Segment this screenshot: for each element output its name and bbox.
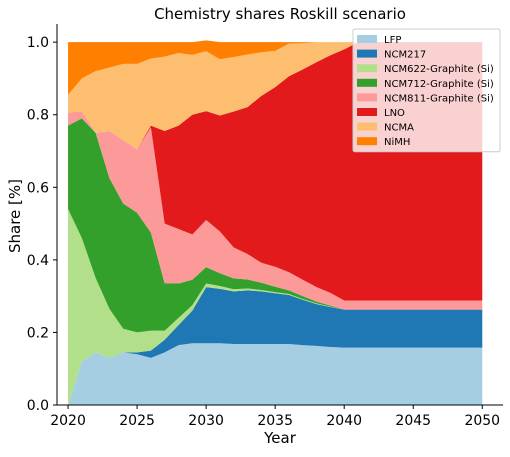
legend-swatch: [357, 35, 377, 43]
x-tick-label: 2030: [188, 413, 224, 429]
legend-swatch: [357, 78, 377, 87]
chart-title: Chemistry shares Roskill scenario: [154, 5, 406, 23]
x-ticks: 2020 2025 2030 2035 2040 2045 2050: [50, 405, 500, 429]
legend-label: NCM712-Graphite (Si): [384, 79, 494, 90]
axes: [56, 24, 503, 406]
area-series-ncm217: [68, 287, 483, 405]
area-series-nimh: [68, 40, 483, 95]
legend-swatch: [357, 49, 377, 58]
y-axis-label: Share [%]: [6, 179, 24, 253]
x-tick-label: 2025: [119, 413, 155, 429]
x-tick-label: 2035: [257, 413, 293, 429]
legend-label: NiMH: [384, 137, 410, 148]
y-tick-label: 0.4: [27, 253, 49, 269]
area-series-ncm712-graphite-si: [68, 118, 483, 333]
legend-swatch: [357, 137, 377, 146]
legend-label: NCM217: [384, 50, 426, 61]
legend-label: NCMA: [384, 123, 414, 134]
legend-swatch: [357, 108, 377, 116]
area-series-lfp: [68, 343, 483, 405]
legend-label: LFP: [384, 35, 401, 46]
y-tick-label: 0.0: [27, 398, 49, 414]
y-tick-label: 1.0: [27, 35, 49, 51]
legend-swatch: [357, 122, 377, 131]
legend: LFP NCM217 NCM622-Graphite (Si) NCM712-Grap…: [352, 28, 501, 153]
area-series-ncm811-graphite-si: [68, 111, 483, 310]
y-tick-label: 0.6: [27, 180, 49, 196]
x-tick-label: 2050: [464, 413, 500, 429]
x-tick-label: 2045: [395, 413, 431, 429]
y-tick-label: 0.8: [27, 108, 49, 124]
legend-label: NCM811-Graphite (Si): [384, 93, 494, 104]
legend-frame: [352, 28, 501, 153]
legend-label: NCM622-Graphite (Si): [384, 64, 494, 75]
x-tick-label: 2020: [50, 413, 86, 429]
legend-swatch: [357, 64, 377, 73]
x-axis-label: Year: [263, 429, 297, 447]
x-tick-label: 2040: [326, 413, 362, 429]
legend-label: LNO: [384, 108, 405, 119]
legend-swatch: [357, 93, 377, 102]
area-series-ncma: [68, 42, 483, 150]
y-ticks: 0.0 0.2 0.4 0.6 0.8 1.0: [27, 35, 57, 414]
y-tick-label: 0.2: [27, 325, 49, 341]
